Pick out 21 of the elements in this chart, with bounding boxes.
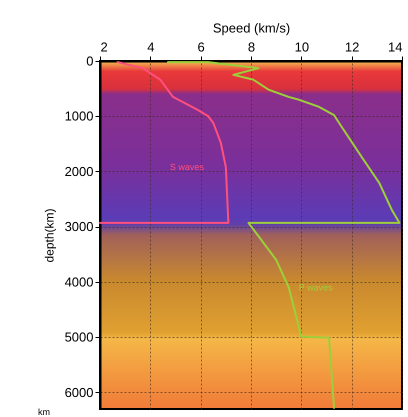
- x-axis-title: Speed (km/s): [212, 20, 290, 36]
- line-series: [99, 61, 230, 224]
- x-tick-label: 14: [388, 40, 402, 54]
- y-tick-label: 0: [86, 54, 94, 68]
- x-tick-label: 4: [147, 40, 154, 54]
- y-tick-label: 1000: [64, 108, 94, 124]
- x-tick-label: 8: [248, 40, 256, 54]
- x-tick-label: 6: [198, 40, 205, 54]
- line-series: [166, 61, 400, 409]
- text: S waves: [170, 162, 204, 172]
- y-tick-label: 5000: [64, 330, 94, 345]
- x-tick-label: 2: [100, 40, 108, 54]
- x-tick-label: 12: [344, 40, 360, 54]
- y-tick-label: 6000: [64, 384, 94, 400]
- y-axis-title: depth(km): [42, 208, 57, 263]
- y-tick-label: 4000: [64, 274, 94, 290]
- y-tick-label: 2000: [64, 164, 94, 179]
- x-tick-label: 10: [294, 40, 310, 54]
- series-label: P waves: [298, 282, 334, 292]
- text: km: [38, 407, 50, 417]
- y-tick-label: 3000: [64, 219, 94, 234]
